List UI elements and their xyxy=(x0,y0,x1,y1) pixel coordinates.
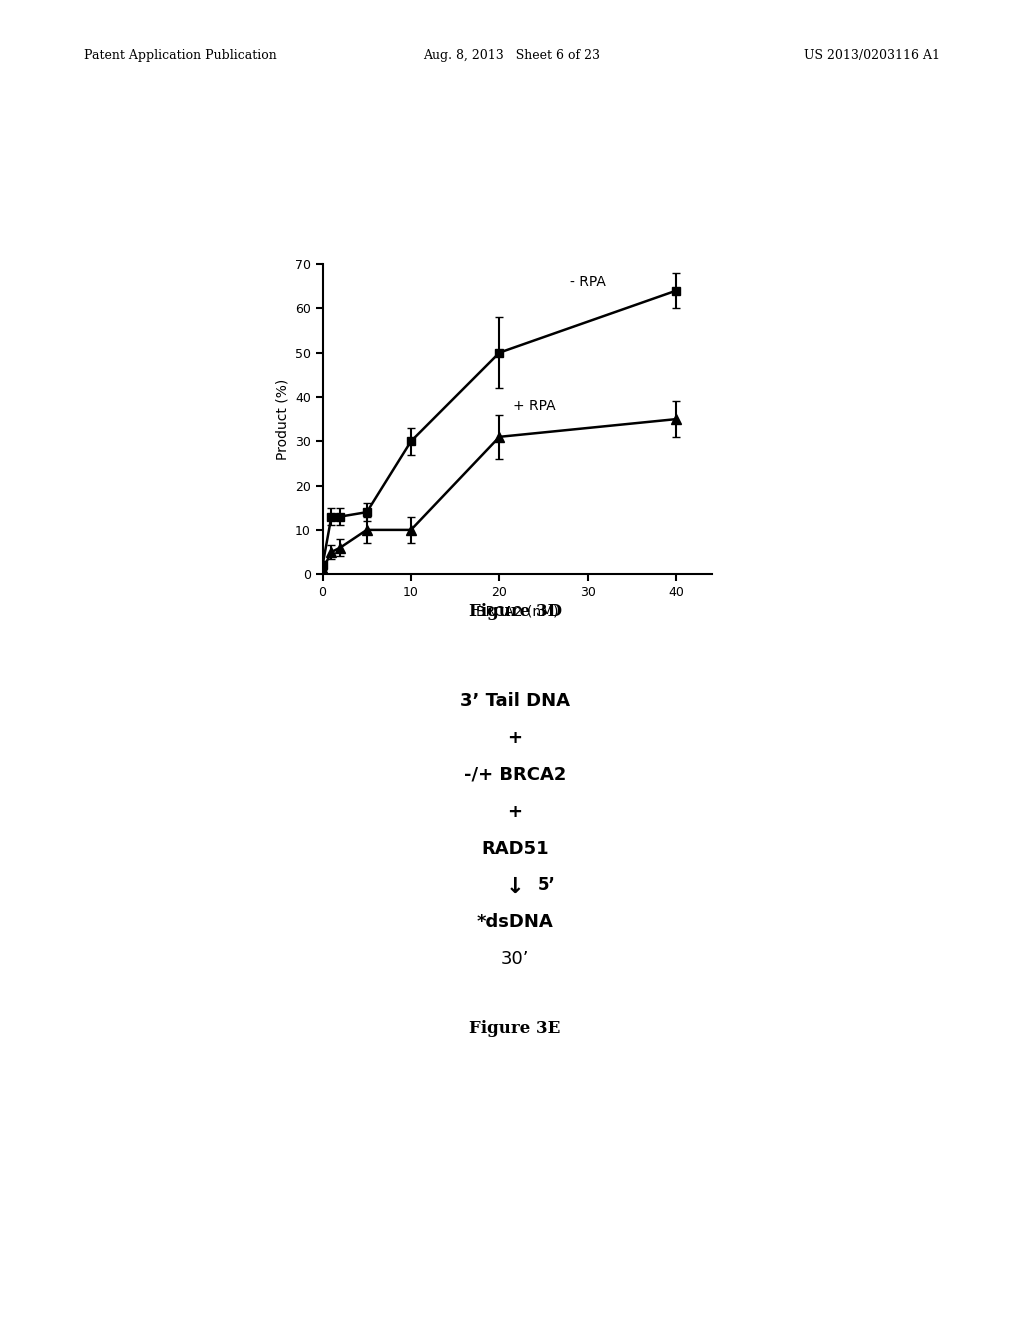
Text: RAD51: RAD51 xyxy=(481,840,549,858)
Text: *dsDNA: *dsDNA xyxy=(477,913,553,932)
Text: Figure 3D: Figure 3D xyxy=(469,603,561,620)
Text: - RPA: - RPA xyxy=(570,275,606,289)
Text: +: + xyxy=(508,729,522,747)
Text: 3’ Tail DNA: 3’ Tail DNA xyxy=(460,692,570,710)
X-axis label: BRCA2 (nM): BRCA2 (nM) xyxy=(476,605,558,619)
Text: Figure 3E: Figure 3E xyxy=(469,1020,561,1038)
Text: US 2013/0203116 A1: US 2013/0203116 A1 xyxy=(804,49,940,62)
Text: + RPA: + RPA xyxy=(513,399,555,413)
Text: +: + xyxy=(508,803,522,821)
Text: Aug. 8, 2013   Sheet 6 of 23: Aug. 8, 2013 Sheet 6 of 23 xyxy=(424,49,600,62)
Text: Patent Application Publication: Patent Application Publication xyxy=(84,49,276,62)
Y-axis label: Product (%): Product (%) xyxy=(275,379,289,459)
Text: ↓: ↓ xyxy=(506,876,524,896)
Text: 5’: 5’ xyxy=(538,876,555,895)
Text: 30’: 30’ xyxy=(501,950,529,969)
Text: -/+ BRCA2: -/+ BRCA2 xyxy=(464,766,566,784)
